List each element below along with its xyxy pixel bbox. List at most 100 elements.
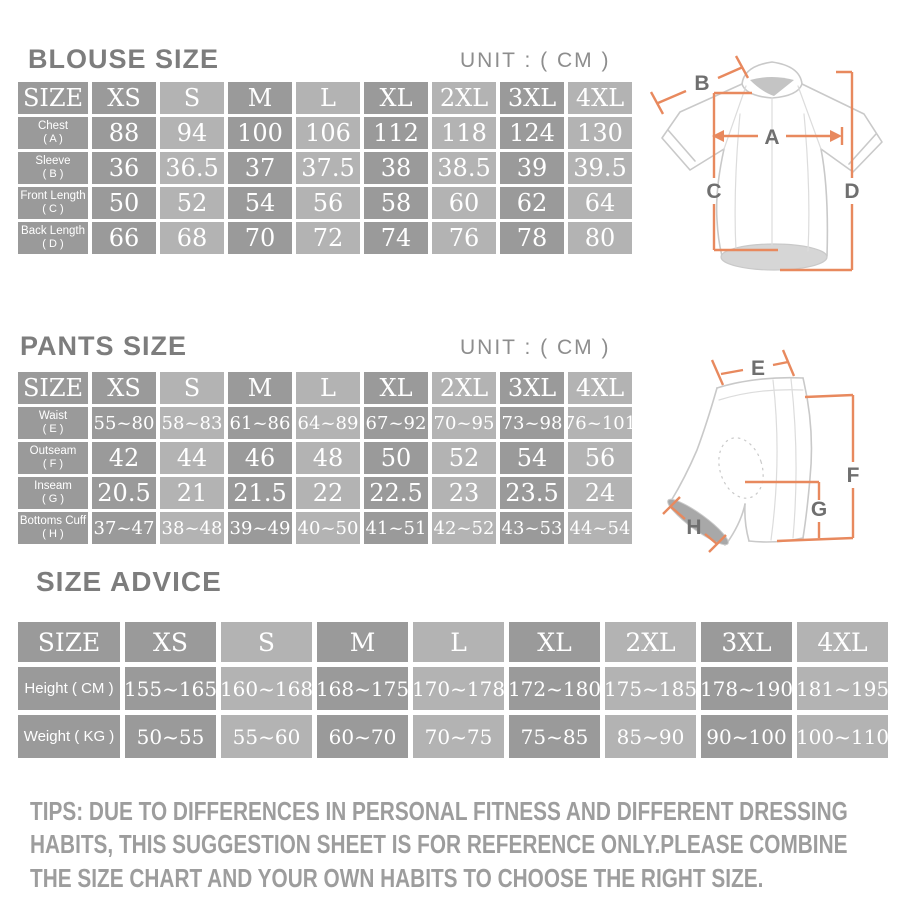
size-advice-table: SIZE XS S M L XL 2XL 3XL 4XL Height ( CM ) 155~165… xyxy=(18,622,889,758)
size-header-4xl: 4XL xyxy=(797,622,888,662)
size-value-cell: 85~90 xyxy=(605,715,696,758)
row-label: Chest( A ) xyxy=(18,117,88,149)
size-value-cell: 42~52 xyxy=(432,512,496,544)
row-label: Weight ( KG ) xyxy=(18,715,120,758)
blouse-size-title: BLOUSE SIZE xyxy=(28,44,220,74)
measure-arrow-outseam-F: F xyxy=(776,393,860,543)
size-header-xs: XS xyxy=(92,372,156,404)
size-header-s: S xyxy=(160,372,224,404)
pants-unit-label: UNIT : ( CM ) xyxy=(460,336,611,359)
size-value-cell: 40~50 xyxy=(296,512,360,544)
tips-line: HABITS, THIS SUGGESTION SHEET IS FOR REF… xyxy=(30,829,848,860)
row-label: Front Length( C ) xyxy=(18,187,88,219)
size-value-cell: 52 xyxy=(160,187,224,219)
size-header-xs: XS xyxy=(92,82,156,114)
shorts-label-H: H xyxy=(686,516,701,539)
pants-size-title: PANTS SIZE xyxy=(20,331,188,361)
size-header-s: S xyxy=(160,82,224,114)
size-value-cell: 54 xyxy=(228,187,292,219)
size-value-cell: 172~180 xyxy=(508,667,601,710)
size-header-l: L xyxy=(296,372,360,404)
size-value-cell: 22.5 xyxy=(364,477,428,509)
measure-arrow-waist-E: E xyxy=(710,349,796,386)
measure-arrow-chest-A: A xyxy=(712,126,844,149)
size-value-cell: 106 xyxy=(296,117,360,149)
size-header-3xl: 3XL xyxy=(701,622,792,662)
row-label: Back Length( D ) xyxy=(18,222,88,254)
row-label: Inseam( G ) xyxy=(18,477,88,509)
size-value-cell: 46 xyxy=(228,442,292,474)
size-value-cell: 20.5 xyxy=(92,477,156,509)
size-value-cell: 24 xyxy=(568,477,632,509)
blouse-size-table: SIZE XS S M L XL 2XL 3XL 4XL Chest( A ) 88 94 100 106… xyxy=(18,82,632,254)
tips-line: THE SIZE CHART AND YOUR OWN HABITS TO CH… xyxy=(30,862,764,893)
size-value-cell: 58 xyxy=(364,187,428,219)
size-value-cell: 181~195 xyxy=(796,667,889,710)
size-value-cell: 66 xyxy=(92,222,156,254)
measure-arrow-inseam-G: G xyxy=(745,480,827,538)
size-value-cell: 55~80 xyxy=(92,407,156,439)
size-value-cell: 61~86 xyxy=(228,407,292,439)
size-header-3xl: 3XL xyxy=(500,372,564,404)
jersey-measurement-diagram: A B C D xyxy=(649,55,883,272)
size-value-cell: 42 xyxy=(92,442,156,474)
size-value-cell: 36 xyxy=(92,152,156,184)
tips-paragraph: TIPS: DUE TO DIFFERENCES IN PERSONAL FIT… xyxy=(30,795,894,895)
size-corner-header: SIZE xyxy=(18,622,120,662)
size-value-cell: 48 xyxy=(296,442,360,474)
size-value-cell: 130 xyxy=(568,117,632,149)
size-value-cell: 23 xyxy=(432,477,496,509)
size-value-cell: 124 xyxy=(500,117,564,149)
size-value-cell: 74 xyxy=(364,222,428,254)
size-header-2xl: 2XL xyxy=(432,372,496,404)
size-value-cell: 54 xyxy=(500,442,564,474)
size-value-cell: 44~54 xyxy=(568,512,632,544)
size-value-cell: 67~92 xyxy=(364,407,428,439)
size-value-cell: 168~175 xyxy=(316,667,409,710)
jersey-label-D: D xyxy=(844,180,859,203)
tips-line: TIPS: DUE TO DIFFERENCES IN PERSONAL FIT… xyxy=(30,796,848,826)
size-value-cell: 58~83 xyxy=(160,407,224,439)
row-label: Waist( E ) xyxy=(18,407,88,439)
row-label: Sleeve( B ) xyxy=(18,152,88,184)
size-value-cell: 38.5 xyxy=(432,152,496,184)
size-value-cell: 73~98 xyxy=(500,407,564,439)
jersey-label-A: A xyxy=(764,126,779,149)
size-value-cell: 37~47 xyxy=(92,512,156,544)
size-value-cell: 36.5 xyxy=(160,152,224,184)
size-value-cell: 56 xyxy=(568,442,632,474)
size-value-cell: 50 xyxy=(92,187,156,219)
size-value-cell: 39~49 xyxy=(228,512,292,544)
size-value-cell: 50 xyxy=(364,442,428,474)
size-corner-header: SIZE xyxy=(18,82,88,114)
size-value-cell: 44 xyxy=(160,442,224,474)
size-value-cell: 21.5 xyxy=(228,477,292,509)
size-value-cell: 178~190 xyxy=(700,667,793,710)
size-value-cell: 23.5 xyxy=(500,477,564,509)
size-header-3xl: 3XL xyxy=(500,82,564,114)
size-value-cell: 38 xyxy=(364,152,428,184)
size-value-cell: 78 xyxy=(500,222,564,254)
shorts-label-F: F xyxy=(847,464,860,487)
size-value-cell: 22 xyxy=(296,477,360,509)
size-header-l: L xyxy=(413,622,504,662)
size-header-l: L xyxy=(296,82,360,114)
size-header-xl: XL xyxy=(364,372,428,404)
blouse-unit-label: UNIT : ( CM ) xyxy=(460,49,611,72)
size-value-cell: 90~100 xyxy=(701,715,792,758)
shorts-label-G: G xyxy=(811,498,827,521)
size-value-cell: 80 xyxy=(568,222,632,254)
size-value-cell: 88 xyxy=(92,117,156,149)
size-value-cell: 72 xyxy=(296,222,360,254)
size-header-xs: XS xyxy=(125,622,216,662)
pants-size-table: SIZE XS S M L XL 2XL 3XL 4XL Waist( E ) 55~80 58~83… xyxy=(18,372,636,544)
size-header-xl: XL xyxy=(364,82,428,114)
jersey-label-C: C xyxy=(706,180,721,203)
size-value-cell: 68 xyxy=(160,222,224,254)
shorts-outline-icon xyxy=(667,376,813,546)
size-value-cell: 100 xyxy=(228,117,292,149)
size-value-cell: 76 xyxy=(432,222,496,254)
size-value-cell: 70 xyxy=(228,222,292,254)
size-header-s: S xyxy=(221,622,312,662)
